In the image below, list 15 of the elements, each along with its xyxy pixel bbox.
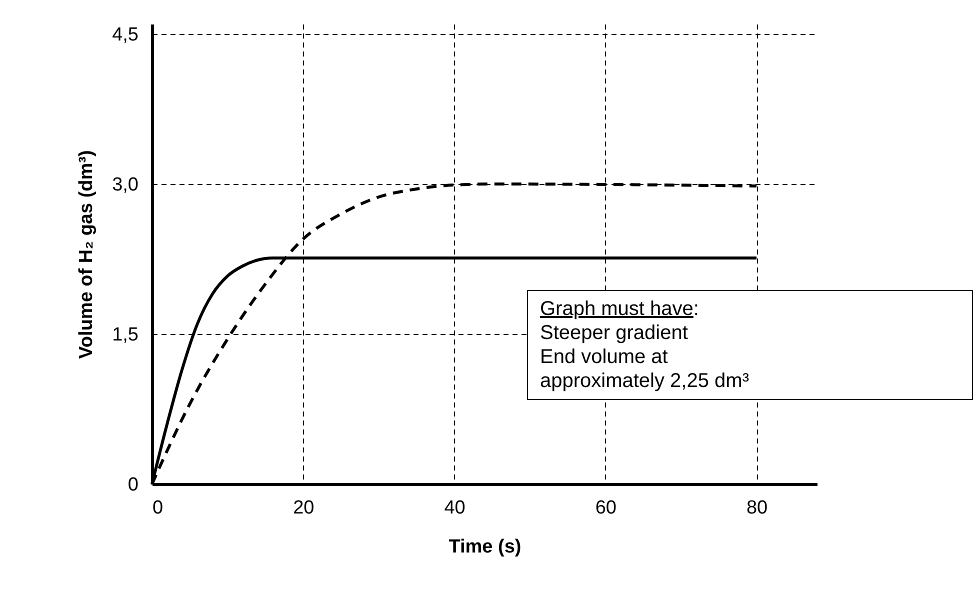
y-tick-label: 4,5	[112, 24, 138, 46]
x-axis-title: Time (s)	[448, 536, 522, 558]
x-tick-label: 20	[293, 498, 314, 518]
y-tick-label: 1,5	[112, 324, 138, 346]
x-tick-label: 0	[152, 498, 164, 518]
y-axis-title: Volume of H₂ gas (dm³)	[76, 150, 98, 359]
x-tick-label: 60	[595, 498, 616, 518]
y-tick-label: 3,0	[112, 174, 138, 196]
annotation: Steeper gradient	[540, 321, 689, 345]
x-tick-label: 80	[746, 498, 768, 518]
annotation: Graph must have:	[540, 297, 700, 321]
y-tick-label: 0	[128, 474, 138, 496]
callout-box: Graph must have: Steeper gradient End volume at approximately 2,25 dm³	[527, 290, 973, 400]
annotation: End volume at approximately 2,25 dm³	[540, 345, 750, 393]
x-tick-label: 40	[444, 498, 466, 518]
